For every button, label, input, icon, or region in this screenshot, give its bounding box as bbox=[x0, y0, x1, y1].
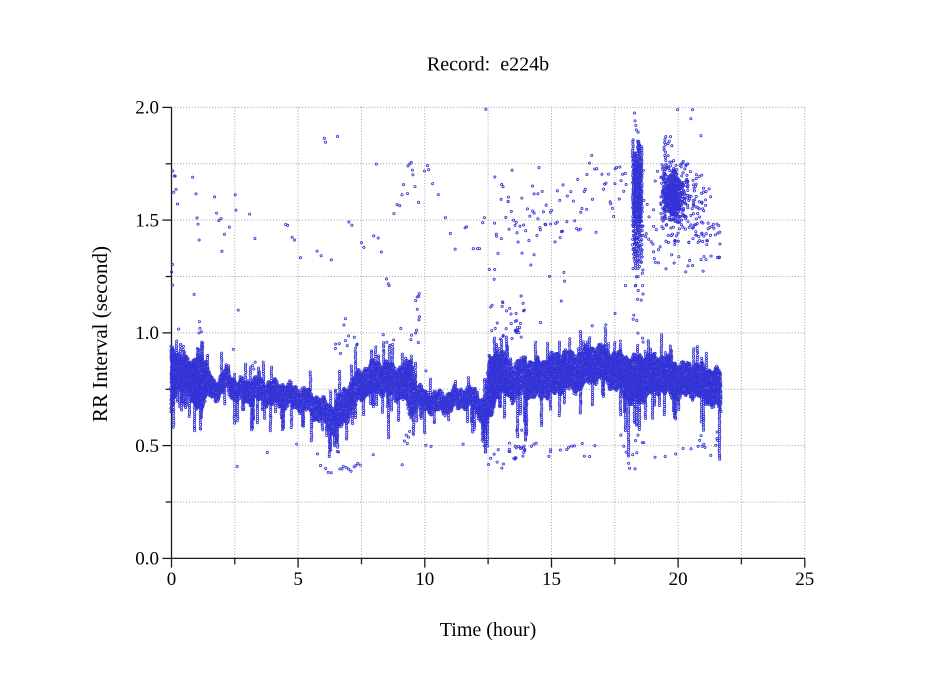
svg-text:5: 5 bbox=[293, 569, 303, 590]
svg-text:10: 10 bbox=[415, 569, 434, 590]
svg-text:0: 0 bbox=[167, 569, 177, 590]
svg-text:1.0: 1.0 bbox=[135, 323, 159, 344]
svg-text:0.5: 0.5 bbox=[135, 436, 159, 457]
svg-text:15: 15 bbox=[542, 569, 561, 590]
svg-text:25: 25 bbox=[795, 569, 814, 590]
svg-text:RR Interval (second): RR Interval (second) bbox=[88, 246, 112, 422]
svg-text:2.0: 2.0 bbox=[135, 98, 159, 119]
svg-text:Time (hour): Time (hour) bbox=[440, 619, 536, 641]
svg-text:1.5: 1.5 bbox=[135, 210, 159, 231]
svg-text:Record: e224b: Record: e224b bbox=[427, 53, 549, 75]
svg-text:0.0: 0.0 bbox=[135, 549, 159, 570]
svg-text:20: 20 bbox=[669, 569, 688, 590]
